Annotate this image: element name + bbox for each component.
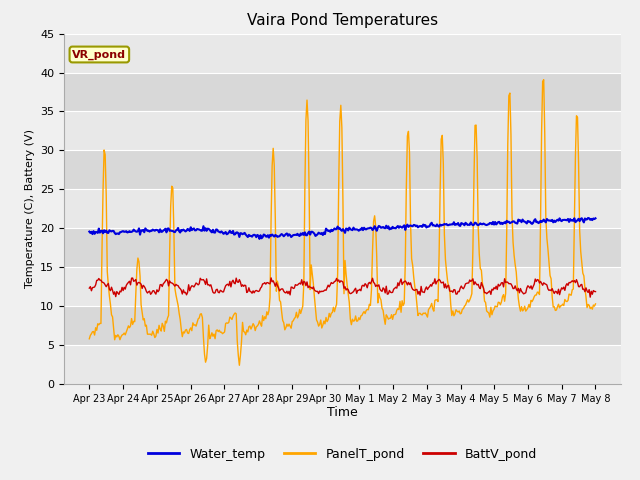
Title: Vaira Pond Temperatures: Vaira Pond Temperatures xyxy=(247,13,438,28)
Bar xyxy=(64,228,621,267)
Bar xyxy=(64,34,621,72)
Y-axis label: Temperature (C), Battery (V): Temperature (C), Battery (V) xyxy=(24,129,35,288)
Bar xyxy=(64,150,621,189)
Bar xyxy=(64,267,621,306)
X-axis label: Time: Time xyxy=(327,407,358,420)
Bar xyxy=(64,189,621,228)
Text: VR_pond: VR_pond xyxy=(72,49,126,60)
Bar xyxy=(64,345,621,384)
Legend: Water_temp, PanelT_pond, BattV_pond: Water_temp, PanelT_pond, BattV_pond xyxy=(143,443,542,466)
Bar xyxy=(64,306,621,345)
Bar xyxy=(64,111,621,150)
Bar xyxy=(64,72,621,111)
